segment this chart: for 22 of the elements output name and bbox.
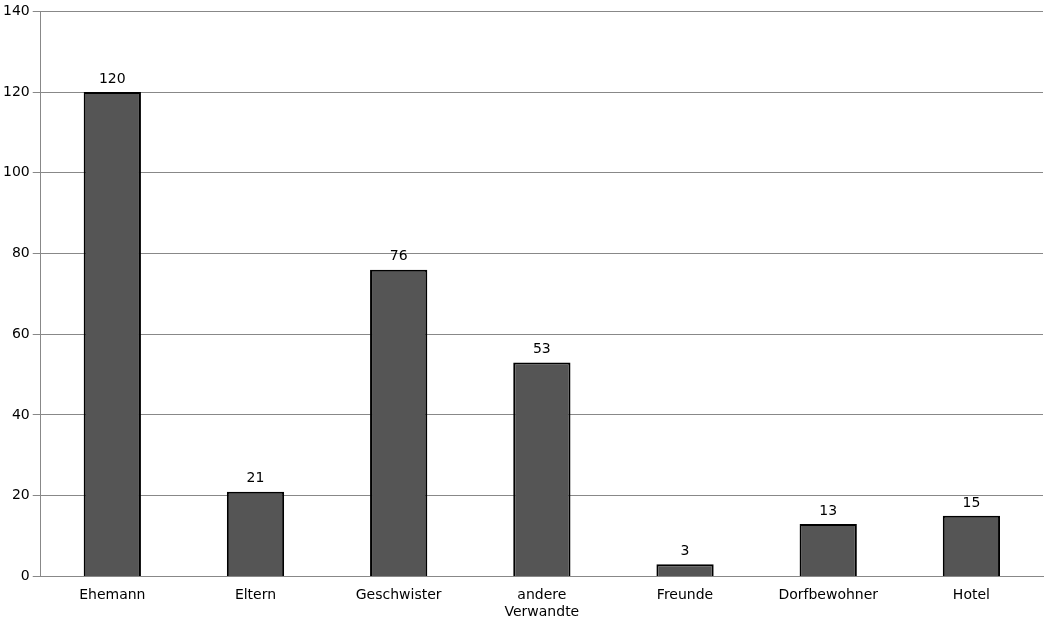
y-tick-label: 100 <box>2 163 30 180</box>
y-tick-label: 40 <box>11 405 30 422</box>
data-label: 13 <box>819 501 838 518</box>
data-label: 120 <box>98 69 126 86</box>
y-tick-label: 0 <box>20 567 30 584</box>
data-label: 21 <box>246 469 265 486</box>
y-tick-label: 120 <box>2 82 30 99</box>
x-tick-label: andere Verwandte <box>504 586 580 620</box>
x-tick-label: Ehemann <box>79 586 146 603</box>
data-label: 15 <box>962 493 981 510</box>
x-tick-label: Freunde <box>656 586 714 603</box>
y-tick-label: 80 <box>11 244 30 261</box>
x-tick-label: Hotel <box>952 586 990 603</box>
y-tick-label: 140 <box>2 2 30 19</box>
x-tick-label: Geschwister <box>355 586 442 603</box>
x-tick-label: Dorfbewohner <box>778 586 879 603</box>
y-tick-label: 20 <box>11 486 30 503</box>
data-label: 3 <box>680 541 690 558</box>
data-label: 53 <box>532 340 551 357</box>
y-tick-label: 60 <box>11 324 30 341</box>
data-label: 76 <box>389 247 408 264</box>
x-tick-label: Eltern <box>234 586 277 603</box>
